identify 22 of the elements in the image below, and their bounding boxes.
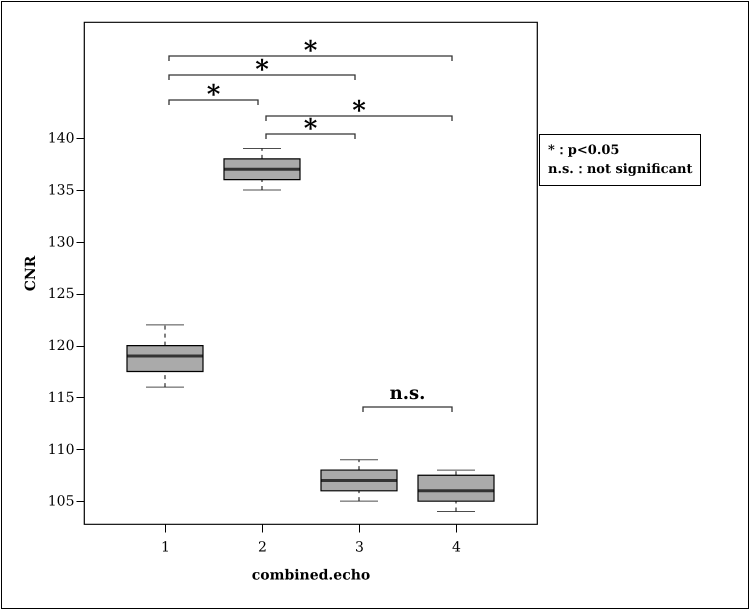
- text: *：p<0.05: [548, 142, 620, 160]
- y-tick-label: 140: [48, 130, 74, 147]
- annotation: n.s.: [390, 383, 426, 404]
- x-tick-label: 2: [258, 540, 267, 556]
- y-tick-label: 120: [48, 338, 74, 354]
- y-tick-label: 115: [48, 390, 74, 406]
- y-tick-label: 135: [48, 182, 74, 199]
- y-axis-title: CNR: [22, 255, 39, 292]
- text: n.s.：not significant: [548, 161, 692, 179]
- annotation: *: [352, 96, 366, 126]
- y-tick-label: 125: [48, 286, 74, 302]
- x-tick-label: 1: [161, 540, 170, 556]
- x-axis-title: combined.echo: [252, 568, 370, 584]
- annotation: *: [255, 55, 270, 85]
- annotation: *: [304, 114, 318, 144]
- annotation: *: [206, 80, 221, 110]
- y-tick-label: 130: [48, 234, 74, 250]
- annotation: *: [304, 36, 318, 66]
- y-tick-label: 110: [48, 442, 74, 458]
- y-tick-label: 105: [48, 494, 74, 510]
- x-tick-label: 4: [452, 540, 462, 556]
- x-tick-label: 3: [355, 540, 364, 556]
